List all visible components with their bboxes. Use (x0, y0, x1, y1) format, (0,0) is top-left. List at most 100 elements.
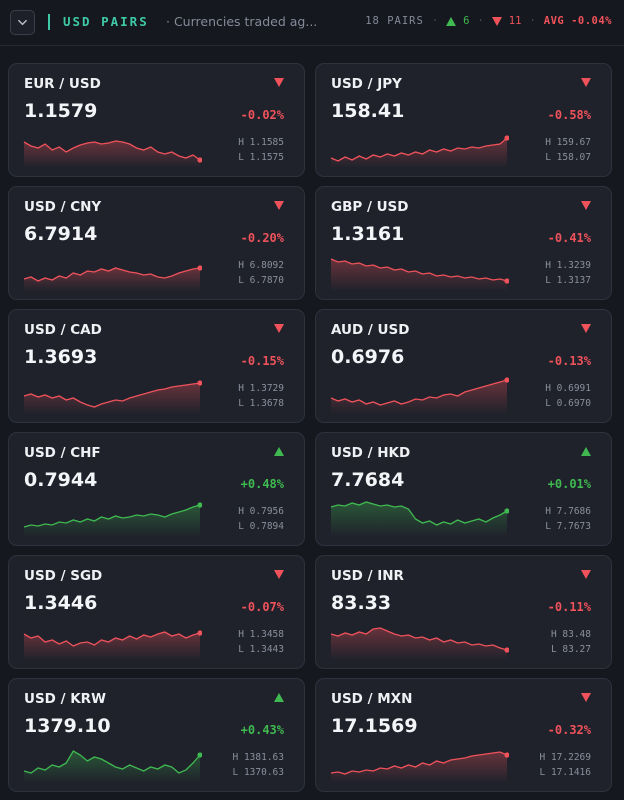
triangle-down-icon (581, 693, 591, 702)
pair-card-eur-usd[interactable]: EUR / USD 1.1579 -0.02% H 1.1585 L 1.157… (8, 63, 305, 177)
pair-low: L 1.1575 (238, 152, 284, 163)
summary-stats: 18 PAIRS · 6 · 11 · AVG -0.04% (365, 15, 612, 27)
sparkline-last-point (504, 135, 509, 141)
pair-high: H 0.7956 (238, 506, 284, 517)
up-arrow-icon (446, 16, 457, 26)
triangle-down-icon (581, 78, 591, 87)
sparkline-line (23, 750, 201, 774)
down-count: 11 (508, 15, 522, 27)
pair-change: -0.41% (547, 231, 591, 245)
pair-low: L 1.3678 (238, 398, 284, 409)
avg-change: AVG -0.04% (543, 15, 612, 27)
sparkline-line (23, 631, 201, 647)
pair-low: L 1370.63 (232, 767, 284, 778)
triangle-down-icon (581, 201, 591, 210)
pair-card-usd-cny[interactable]: USD / CNY 6.7914 -0.20% H 6.8092 L 6.787… (8, 186, 305, 300)
accent-bar (48, 14, 50, 30)
pair-price: 1379.10 (24, 715, 111, 737)
triangle-down-icon (274, 78, 284, 87)
sparkline-line (330, 137, 508, 162)
pair-high: H 1.3239 (545, 260, 591, 271)
sparkline-last-point (504, 752, 509, 758)
up-count: 6 (463, 15, 470, 27)
sparkline (330, 627, 509, 660)
sparkline (23, 750, 202, 783)
sparkline (330, 751, 509, 783)
pair-high: H 1381.63 (232, 752, 284, 763)
sparkline (330, 501, 509, 537)
pair-price: 17.1569 (331, 715, 418, 737)
pair-low: L 0.6970 (545, 398, 591, 409)
pair-change: +0.43% (240, 723, 284, 737)
sparkline-area (331, 502, 507, 537)
pair-high: H 1.3729 (238, 383, 284, 394)
pair-card-usd-mxn[interactable]: USD / MXN 17.1569 -0.32% H 17.2269 L 17.… (315, 678, 612, 792)
pair-card-usd-hkd[interactable]: USD / HKD 7.7684 +0.01% H 7.7686 L 7.767… (315, 432, 612, 546)
pair-card-usd-sgd[interactable]: USD / SGD 1.3446 -0.07% H 1.3458 L 1.344… (8, 555, 305, 669)
page-title: USD PAIRS (63, 14, 149, 29)
sparkline-line (23, 382, 201, 408)
pair-change: +0.01% (547, 477, 591, 491)
pair-price: 6.7914 (24, 223, 98, 245)
sparkline (330, 377, 509, 414)
pair-low: L 1.3443 (238, 644, 284, 655)
triangle-up-icon (581, 447, 591, 456)
header: USD PAIRS · Currencies traded ag... 18 P… (0, 0, 624, 46)
pair-name: USD / MXN (331, 691, 413, 707)
sparkline-area (331, 628, 507, 660)
sparkline-area (24, 751, 200, 783)
sparkline (23, 502, 202, 537)
triangle-down-icon (274, 201, 284, 210)
sparkline-line (330, 627, 508, 651)
collapse-button[interactable] (10, 10, 35, 35)
sparkline-area (24, 383, 200, 414)
sparkline-last-point (197, 752, 202, 758)
pair-price: 0.6976 (331, 346, 405, 368)
pair-name: AUD / USD (331, 322, 410, 338)
pair-high: H 6.8092 (238, 260, 284, 271)
sparkline-line (330, 751, 508, 775)
pair-change: -0.07% (240, 600, 284, 614)
pair-card-usd-jpy[interactable]: USD / JPY 158.41 -0.58% H 159.67 L 158.0… (315, 63, 612, 177)
pair-card-usd-cad[interactable]: USD / CAD 1.3693 -0.15% H 1.3729 L 1.367… (8, 309, 305, 423)
sparkline-last-point (504, 508, 509, 514)
pair-name: USD / CHF (24, 445, 101, 461)
pair-change: -0.02% (240, 108, 284, 122)
sparkline-last-point (504, 278, 509, 284)
triangle-up-icon (274, 693, 284, 702)
pair-name: USD / JPY (331, 76, 402, 92)
sparkline-line (23, 504, 201, 528)
pair-low: L 1.3137 (545, 275, 591, 286)
pair-low: L 7.7673 (545, 521, 591, 532)
triangle-up-icon (274, 447, 284, 456)
pairs-count: 18 PAIRS (365, 15, 424, 27)
sparkline-last-point (197, 630, 202, 636)
pair-card-usd-chf[interactable]: USD / CHF 0.7944 +0.48% H 0.7956 L 0.789… (8, 432, 305, 546)
pair-card-usd-inr[interactable]: USD / INR 83.33 -0.11% H 83.48 L 83.27 (315, 555, 612, 669)
triangle-down-icon (581, 570, 591, 579)
pair-price: 1.3693 (24, 346, 98, 368)
pair-name: USD / HKD (331, 445, 411, 461)
pair-change: -0.13% (547, 354, 591, 368)
pair-low: L 158.07 (545, 152, 591, 163)
sparkline-line (330, 258, 508, 282)
pair-price: 1.3446 (24, 592, 98, 614)
sparkline-line (330, 379, 508, 406)
sparkline-last-point (197, 380, 202, 386)
sparkline-area (331, 259, 507, 291)
pair-change: -0.15% (240, 354, 284, 368)
pair-change: -0.11% (547, 600, 591, 614)
pair-card-aud-usd[interactable]: AUD / USD 0.6976 -0.13% H 0.6991 L 0.697… (315, 309, 612, 423)
pair-card-usd-krw[interactable]: USD / KRW 1379.10 +0.43% H 1381.63 L 137… (8, 678, 305, 792)
sparkline (23, 265, 202, 291)
sparkline (23, 140, 202, 168)
pair-price: 158.41 (331, 100, 405, 122)
sparkline-area (24, 268, 200, 291)
sparkline-area (331, 752, 507, 783)
pair-card-gbp-usd[interactable]: GBP / USD 1.3161 -0.41% H 1.3239 L 1.313… (315, 186, 612, 300)
pair-low: L 0.7894 (238, 521, 284, 532)
pair-change: +0.48% (240, 477, 284, 491)
pair-change: -0.58% (547, 108, 591, 122)
triangle-down-icon (274, 324, 284, 333)
triangle-down-icon (581, 324, 591, 333)
